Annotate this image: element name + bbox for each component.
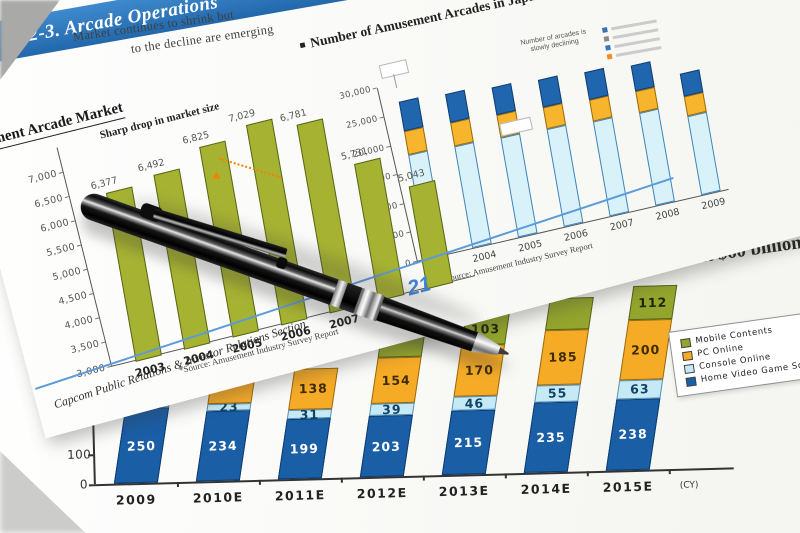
stacked-bar [667,0,721,196]
bar-segment: 39 [368,402,415,417]
y-tick-mark [88,484,94,486]
bar-segment: 238 [605,397,661,471]
green-bar [245,118,308,326]
y-tick-label: 6,000 [39,216,71,235]
y-tick-label: 3,500 [69,338,101,357]
segment-value-label: 200 [631,341,661,358]
axis-unit-label: (CY) [679,480,699,491]
bar-segment: 200 [619,318,673,381]
bar-segment: 234 [195,409,251,482]
y-tick-mark [107,365,112,368]
bar-segment: 215 [441,409,496,476]
x-category-label: 2011E [274,487,326,504]
bar-segment [639,108,675,206]
y-tick-label: 6,500 [33,192,65,211]
segment-value-label: 138 [298,380,329,397]
stacked-bar [576,20,630,217]
bar-segment [679,69,704,97]
bar-segment [500,133,538,238]
y-tick-label: 5,500 [45,241,77,259]
bar-segment [584,68,609,100]
x-tick-mark [258,479,261,485]
bar-segment: 112 [628,284,678,320]
y-tick-mark [88,454,94,456]
segment-value-label: 203 [371,438,402,454]
x-category-label: 2012E [356,484,408,502]
green-bar [408,179,454,290]
x-category-label: 2010E [192,489,244,506]
bar-segment: 154 [370,356,422,405]
x-category-label: 2014E [520,480,572,498]
x-tick-mark [504,473,507,479]
bar-segment [630,60,655,92]
y-tick-label: 0 [79,477,89,492]
segment-value-label: 170 [464,362,495,379]
x-tick-mark [668,469,671,475]
x-tick-mark [586,471,589,477]
segment-value-label: 185 [548,349,578,365]
bar-segment: 63 [616,378,664,400]
legend-swatch-icon [680,337,692,348]
stacked-bar [621,9,675,206]
y-tick-label: 100 [66,447,92,462]
x-category-label: 2015E [602,478,654,495]
bar-segment: 55 [534,384,581,403]
x-category-label: 2009 [115,491,157,508]
legend-swatch-icon [685,376,697,387]
bar-segment: 235 [523,400,579,473]
stacked-bar [530,30,584,227]
y-tick-label: 4,000 [63,314,95,332]
segment-value-label: 154 [381,372,411,389]
segment-value-label: 235 [536,429,566,445]
segment-value-label: 55 [547,385,568,402]
segment-value-label: 63 [629,381,650,397]
bar-segment [589,95,613,122]
x-tick-mark [340,477,343,483]
y-tick-label: 5,000 [51,265,83,284]
legend-swatch-icon [683,363,695,374]
bar-segment: 199 [277,418,331,480]
x-tick-mark [422,475,425,481]
bar-segment: 31 [286,406,333,422]
bar-segment: 185 [536,328,590,386]
segment-value-label: 234 [208,437,238,454]
bar-segment: 250 [113,407,170,484]
bar-segment [687,111,721,196]
legend-swatch-icon [681,350,694,361]
bar-segment [537,75,563,108]
x-tick-mark [176,481,179,488]
segment-value-label: 238 [618,426,648,443]
bar-segment [635,87,659,113]
y-tick-label: 4,500 [57,289,89,308]
segment-value-label: 199 [289,440,320,457]
bar-segment [542,102,567,130]
bar-segment: 138 [288,367,339,411]
segment-value-label: 215 [453,434,484,450]
segment-value-label: 46 [464,395,485,411]
bar-segment [491,82,516,116]
arrow-head-icon [212,171,223,182]
square-bullet-icon: ■ [298,39,307,52]
bar-segment: 46 [451,395,498,411]
segment-value-label: 250 [126,437,157,454]
x-category-label: 2013E [438,482,490,500]
bar-segment: 203 [359,414,413,478]
bar-segment: 23 [206,399,252,415]
segment-value-label: 112 [638,294,668,311]
y-tick-label: 7,000 [27,168,59,187]
